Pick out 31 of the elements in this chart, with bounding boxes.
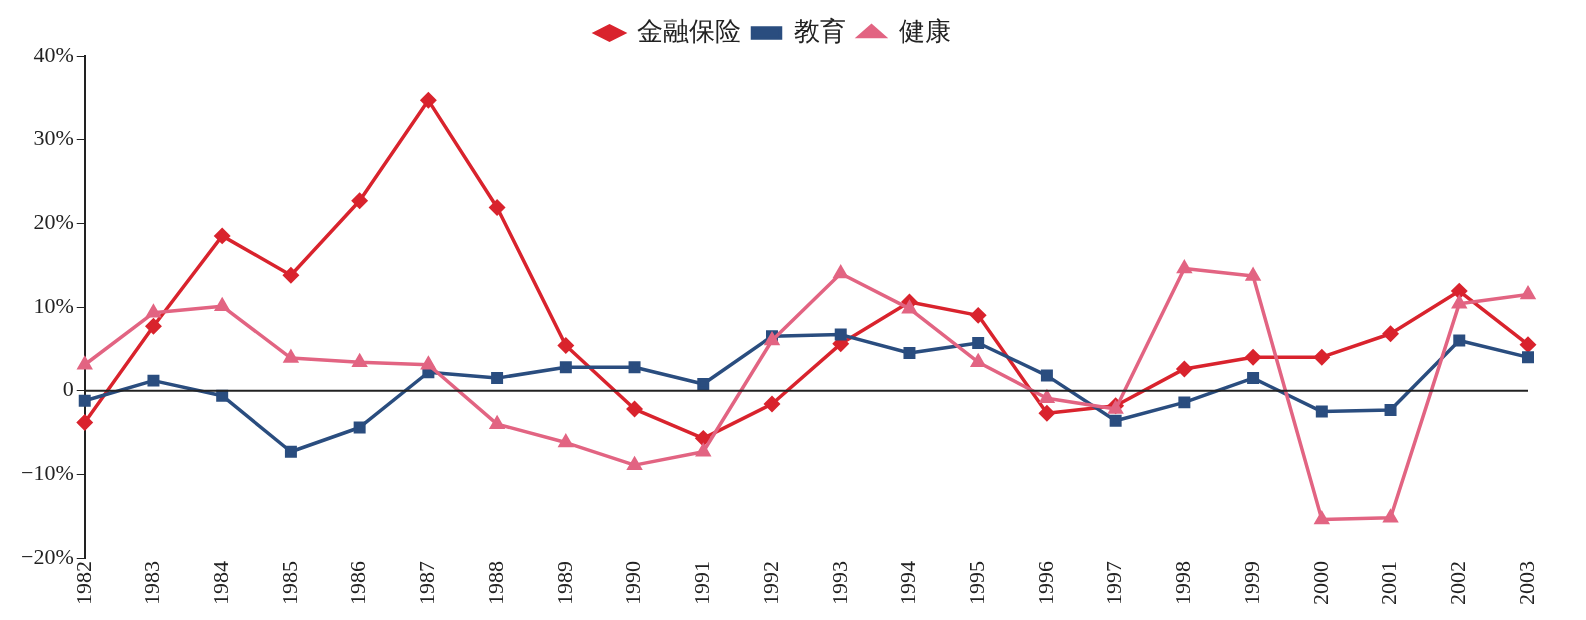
x-tick-label: 2001 <box>1376 561 1402 605</box>
legend-label: 教育 <box>793 15 846 46</box>
y-tick-label: 0 <box>62 376 74 402</box>
x-tick-label: 1988 <box>482 561 508 605</box>
x-tick-label: 1987 <box>414 561 440 605</box>
x-tick-label: 2002 <box>1445 561 1471 605</box>
y-tick-label: 40% <box>33 41 74 67</box>
y-tick-label: 30% <box>33 125 74 151</box>
x-tick-label: 1991 <box>689 561 715 605</box>
legend-label: 金融保险 <box>636 15 741 46</box>
x-tick-label: 2000 <box>1307 561 1333 605</box>
x-tick-label: 1994 <box>895 561 921 605</box>
x-tick-label: 2003 <box>1513 561 1539 605</box>
x-tick-label: 1997 <box>1101 561 1127 605</box>
x-tick-label: 1998 <box>1170 561 1196 605</box>
x-tick-label: 1984 <box>207 561 233 605</box>
x-tick-label: 1986 <box>345 561 371 605</box>
x-tick-label: 1995 <box>963 561 989 605</box>
y-tick-label: 20% <box>33 209 74 235</box>
x-tick-label: 1989 <box>551 561 577 605</box>
y-tick-label: −10% <box>21 460 74 486</box>
x-tick-label: 1992 <box>757 561 783 605</box>
y-tick-label: −20% <box>21 543 74 569</box>
y-tick-label: 10% <box>33 292 74 318</box>
x-tick-label: 1993 <box>826 561 852 605</box>
x-tick-label: 1999 <box>1238 561 1264 605</box>
legend-label: 健康 <box>898 15 951 46</box>
x-tick-label: 1983 <box>139 561 165 605</box>
x-tick-label: 1985 <box>276 561 302 605</box>
x-tick-label: 1996 <box>1032 561 1058 605</box>
x-tick-label: 1990 <box>620 561 646 605</box>
